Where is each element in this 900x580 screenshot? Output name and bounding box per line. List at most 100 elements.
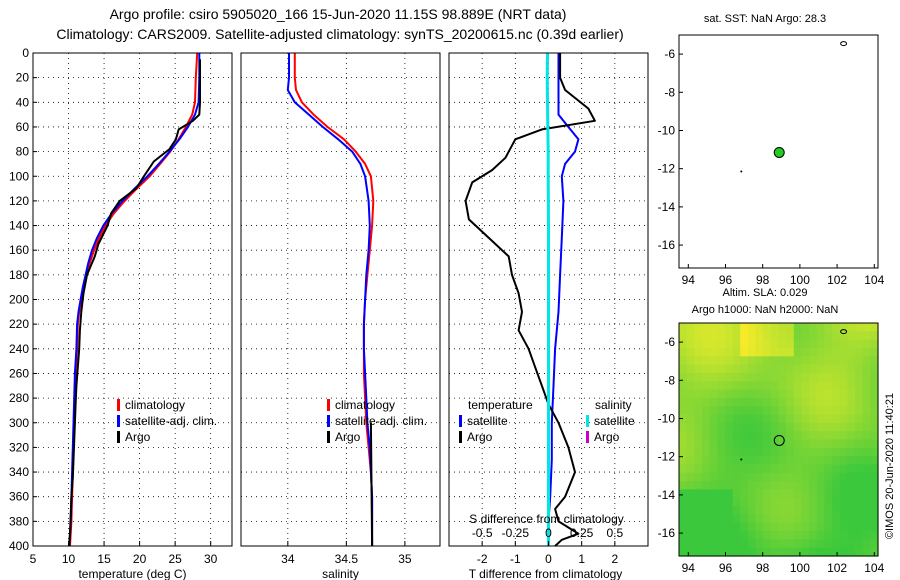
heatmap-cell — [747, 456, 757, 465]
heatmap-cell — [763, 464, 772, 474]
y-tick-label: 400 — [9, 539, 29, 553]
heatmap-cell — [763, 547, 772, 557]
legend-sat-s-swatch — [586, 415, 589, 427]
heatmap-cell — [763, 339, 772, 349]
heatmap-cell — [740, 464, 749, 474]
heatmap-cell — [679, 447, 688, 457]
heatmap-cell — [809, 489, 818, 499]
heatmap-cell — [770, 431, 780, 441]
heatmap-cell — [832, 547, 841, 557]
heatmap-cell — [786, 539, 795, 549]
heatmap-cell — [770, 348, 780, 357]
x-tick-label: 15 — [97, 552, 111, 566]
heatmap-cell — [809, 464, 818, 474]
heatmap-cell — [717, 348, 726, 357]
heatmap-cell — [786, 381, 795, 391]
heatmap-cell — [755, 331, 764, 341]
heatmap-cell — [793, 472, 803, 482]
heatmap-cell — [724, 397, 734, 407]
heatmap-cell — [717, 364, 726, 374]
heatmap-cell — [747, 406, 757, 416]
map-y-tick-label: -10 — [658, 411, 676, 425]
heatmap-cell — [686, 381, 695, 391]
heatmap-cell — [702, 481, 711, 490]
heatmap-cell — [763, 522, 772, 532]
heatmap-cell — [679, 481, 688, 490]
heatmap-cell — [816, 364, 826, 374]
heatmap-cell — [679, 472, 688, 482]
heatmap-cell — [832, 531, 841, 540]
heatmap-cell — [809, 406, 818, 416]
heatmap-cell — [793, 447, 803, 457]
heatmap-cell — [847, 514, 856, 524]
heatmap-cell — [732, 497, 741, 507]
heatmap-cell — [809, 456, 818, 465]
heatmap-cell — [763, 531, 772, 540]
heatmap-cell — [816, 397, 826, 407]
heatmap-cell — [778, 522, 787, 532]
heatmap-cell — [824, 381, 833, 391]
heatmap-cell — [862, 447, 871, 457]
heatmap-cell — [862, 422, 871, 432]
heatmap-cell — [702, 339, 711, 349]
legend-argo-t-label: Argo — [467, 430, 493, 444]
heatmap-cell — [801, 372, 810, 382]
temperature-panel: 5 10 15 20 25 30 temperature (deg C) 0 20 40 60 80 1… — [9, 46, 233, 580]
heatmap-cell — [855, 414, 864, 424]
heatmap-cell — [770, 497, 780, 507]
legend-satellite-label: satellite-adj. clim. — [125, 414, 217, 428]
heatmap-cell — [724, 381, 734, 391]
heatmap-cell — [793, 489, 803, 499]
heatmap-cell — [809, 397, 818, 407]
heatmap-cell — [755, 481, 764, 490]
heatmap-cell — [847, 397, 856, 407]
heatmap-cell — [724, 348, 734, 357]
heatmap-cell — [870, 506, 879, 515]
heatmap-cell — [839, 472, 848, 482]
y-tick-label: 280 — [9, 391, 29, 405]
heatmap-cell — [847, 422, 856, 432]
heatmap-cell — [747, 489, 757, 499]
heatmap-cell — [801, 431, 810, 441]
heatmap-cell — [694, 339, 703, 349]
x2-tick-label: 0.5 — [606, 526, 623, 540]
heatmap-cell — [755, 348, 764, 357]
heatmap-cell — [793, 431, 803, 441]
heatmap-cell — [740, 414, 749, 424]
legend-argo-t-swatch — [459, 431, 462, 443]
legend-argo-swatch — [327, 431, 330, 443]
heatmap-cell — [755, 489, 764, 499]
heatmap-cell — [824, 348, 833, 357]
heatmap-cell — [809, 547, 818, 557]
map-x-tick-label: 96 — [719, 561, 733, 575]
legend-argo-s-label: Argo — [594, 430, 620, 444]
heatmap-cell — [824, 522, 833, 532]
heatmap-cell — [855, 406, 864, 416]
heatmap-cell — [755, 339, 764, 349]
heatmap-cell — [770, 547, 780, 557]
heatmap-cell — [832, 464, 841, 474]
heatmap-cell — [770, 397, 780, 407]
heatmap-cell — [686, 331, 695, 341]
heatmap-cell — [816, 356, 826, 366]
heatmap-cell — [816, 331, 826, 341]
heatmap-cell — [809, 497, 818, 507]
heatmap-cell — [847, 506, 856, 515]
heatmap-cell — [847, 381, 856, 391]
heatmap-cell — [832, 331, 841, 341]
map-y-tick-label: -14 — [658, 488, 676, 502]
heatmap-cell — [816, 348, 826, 357]
heatmap-cell — [694, 531, 703, 540]
x2-tick-label: 0 — [545, 526, 552, 540]
heatmap-cell — [816, 381, 826, 391]
heatmap-cell — [702, 522, 711, 532]
heatmap-cell — [686, 439, 695, 449]
heatmap-cell — [778, 422, 787, 432]
heatmap-cell — [702, 348, 711, 357]
heatmap-cell — [694, 348, 703, 357]
heatmap-cell — [709, 481, 718, 490]
heatmap-cell — [824, 439, 833, 449]
heatmap-cell — [870, 331, 879, 341]
heatmap-cell — [747, 447, 757, 457]
heatmap-cell — [862, 414, 871, 424]
